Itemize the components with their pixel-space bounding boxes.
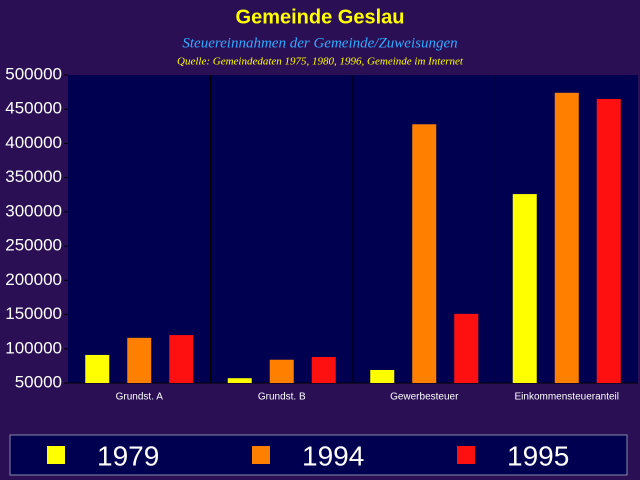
- legend-box: [9, 434, 628, 476]
- y-tick-label: 350000: [5, 167, 62, 186]
- legend-label: 1979: [97, 440, 159, 471]
- y-tick-label: 200000: [5, 270, 62, 289]
- bar: [412, 124, 437, 383]
- y-tick-label: 500000: [5, 64, 62, 83]
- bar: [127, 337, 152, 383]
- y-tick-label: 150000: [5, 304, 62, 323]
- x-tick-label: Gewerbesteuer: [390, 392, 459, 403]
- bar: [169, 335, 194, 383]
- legend-swatch: [47, 446, 65, 464]
- chart-source: Quelle: Gemeindedaten 1975, 1980, 1996, …: [177, 56, 464, 68]
- x-tick-label: Grundst. B: [258, 392, 306, 403]
- bar: [85, 354, 110, 383]
- y-tick-label: 250000: [5, 236, 62, 255]
- chart-title: Gemeinde Geslau: [236, 6, 405, 28]
- legend-label: 1994: [302, 440, 364, 471]
- bar: [512, 194, 537, 383]
- legend-swatch: [457, 446, 475, 464]
- bar: [370, 369, 395, 383]
- y-tick-label: 100000: [5, 338, 62, 357]
- bar: [227, 378, 252, 383]
- y-tick-label: 450000: [5, 99, 62, 118]
- bar: [554, 92, 579, 383]
- legend-swatch: [252, 446, 270, 464]
- x-tick-label: Einkommensteueranteil: [515, 392, 620, 403]
- y-tick-label: 50000: [15, 372, 62, 391]
- bar: [311, 356, 336, 383]
- y-tick-label: 400000: [5, 133, 62, 152]
- y-tick-label: 300000: [5, 201, 62, 220]
- bar: [454, 313, 479, 383]
- chart-subtitle: Steuereinnahmen der Gemeinde/Zuweisungen: [182, 35, 457, 51]
- x-tick-label: Grundst. A: [116, 392, 164, 403]
- bar: [269, 359, 294, 383]
- legend-label: 1995: [507, 440, 569, 471]
- bar: [596, 98, 621, 383]
